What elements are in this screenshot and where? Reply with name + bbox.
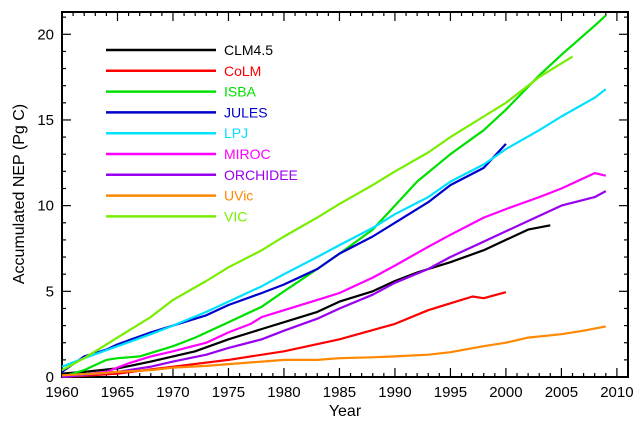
legend-label: ORCHIDEE (224, 167, 298, 183)
y-axis-label: Accumulated NEP (Pg C) (11, 104, 28, 284)
y-tick-label: 20 (37, 26, 54, 43)
x-tick-label: 2005 (545, 384, 578, 401)
x-tick-label: 1985 (323, 384, 356, 401)
legend-label: CLM4.5 (224, 42, 273, 58)
x-tick-labels: 1960 1965 1970 1975 1980 1985 1990 1995 2000 2005… (45, 384, 633, 401)
y-tick-label: 15 (37, 112, 54, 129)
y-tick-label: 10 (37, 198, 54, 215)
x-axis-label: Year (329, 403, 362, 420)
series-line-uvic (61, 325, 607, 377)
x-tick-label: 1970 (156, 384, 189, 401)
series-lines (61, 14, 607, 379)
x-tick-label: 1960 (45, 384, 78, 401)
legend-label: CoLM (224, 63, 261, 79)
y-tick-labels: 0 5 10 15 20 (37, 26, 54, 386)
series-line-orchidee (61, 190, 607, 379)
x-tick-label: 1965 (101, 384, 134, 401)
x-tick-label: 1995 (434, 384, 467, 401)
y-tick-label: 0 (46, 369, 54, 386)
legend-label: VIC (224, 208, 247, 224)
series-line-miroc (61, 172, 607, 379)
legend-label: MIROC (224, 146, 271, 162)
legend: CLM4.5 CoLM ISBA JULES LPJ MIROC ORCHIDEE UVic V… (106, 42, 298, 224)
x-tick-label: 2000 (489, 384, 522, 401)
plot-frame (61, 11, 629, 378)
x-tick-label: 1975 (212, 384, 245, 401)
axis-ticks (61, 12, 629, 378)
legend-label: ISBA (224, 84, 257, 100)
series-line-lpj (61, 88, 607, 368)
series-line-clm4-5 (61, 224, 551, 375)
x-tick-label: 1980 (267, 384, 300, 401)
legend-label: UVic (224, 188, 253, 204)
y-tick-label: 5 (46, 283, 54, 300)
legend-label: LPJ (224, 125, 248, 141)
legend-label: JULES (224, 104, 268, 120)
x-tick-label: 2010 (600, 384, 633, 401)
x-tick-label: 1990 (378, 384, 411, 401)
series-line-vic (61, 55, 574, 372)
